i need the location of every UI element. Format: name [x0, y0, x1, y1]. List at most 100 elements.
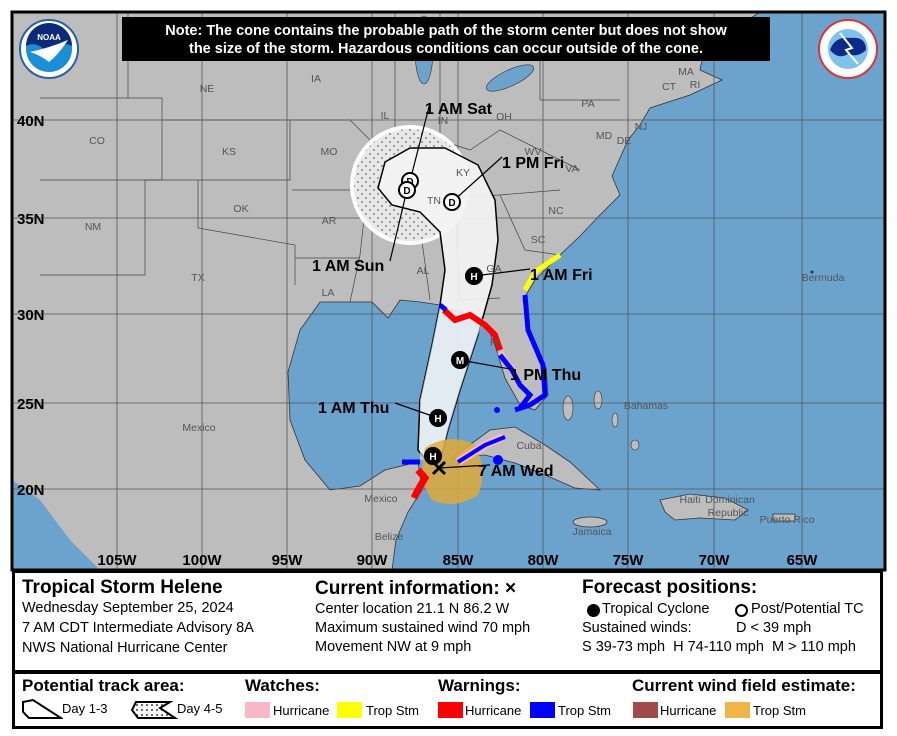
hispaniola [659, 493, 749, 521]
wind-field-title: Current wind field estimate: [632, 676, 856, 695]
place-label: Haiti [679, 494, 700, 506]
place-label: NE [200, 83, 215, 95]
day13-label: Day 1-3 [62, 701, 108, 716]
wind-categories: S 39-73 mph H 74-110 mph M > 110 mph [582, 639, 856, 655]
forecast-point-marker [451, 351, 469, 369]
svg-text:NOAA: NOAA [37, 33, 61, 42]
place-label: Dominican [705, 494, 755, 506]
forecast-point-symbol: H [429, 452, 436, 463]
place-label: LA [322, 287, 335, 299]
forecast-point-marker [424, 447, 442, 465]
watches-title: Watches: [245, 676, 320, 695]
ts-warning-keys [494, 407, 500, 413]
place-label: RI [690, 79, 701, 91]
place-label: TN [427, 195, 441, 207]
baja-ocean [12, 480, 100, 570]
lon-label: 90W [357, 552, 389, 569]
place-label: Belize [375, 531, 404, 543]
lake-erie [485, 64, 535, 92]
noaa-logo: NOAA [19, 19, 79, 79]
place-label: SC [531, 234, 546, 246]
forecast-time-label: 7 AM Wed [478, 463, 554, 480]
forecast-point-symbol: M [456, 356, 464, 367]
lon-label: 100W [182, 552, 222, 569]
hurricane-wind-swatch [633, 702, 658, 718]
place-label: GA [486, 263, 501, 275]
movement: Movement NW at 9 mph [315, 639, 472, 655]
place-label: IN [438, 115, 449, 127]
place-label: KY [456, 167, 470, 179]
note-line-2: the size of the storm. Hazardous conditi… [189, 41, 703, 57]
hurricane-wind-label: Hurricane [660, 703, 717, 718]
place-label: CT [662, 81, 677, 93]
forecast-track: 7 AM Wed H H 1 AM Thu M 1 PM Thu H 1 AM Fri D 1 P… [312, 101, 593, 480]
current-info-title: Current information: × [315, 578, 517, 599]
ts-wind-swatch [725, 702, 750, 718]
forecast-point-marker [398, 181, 416, 199]
sustained-winds-label: Sustained winds: [582, 620, 692, 636]
max-wind: Maximum sustained wind 70 mph [315, 620, 531, 636]
place-label: Mexico [182, 422, 215, 434]
hurricane-warning-florida [441, 307, 503, 351]
ts-watch-georgia [522, 252, 562, 292]
forecast-time-label: 1 AM Sun [312, 258, 384, 275]
place-label: VA [565, 163, 578, 175]
place-label: Jamaica [572, 526, 611, 538]
ts-warning-swatch [530, 702, 555, 718]
place-label: Republic [708, 507, 749, 519]
hurricane-watch-swatch [245, 702, 270, 718]
tropical-cyclone-symbol [587, 604, 600, 617]
axis-labels: 105W 100W 95W 90W 85W 80W 75W 70W 65W 40N 35N 30N 25… [17, 113, 818, 569]
lon-label: 85W [443, 552, 475, 569]
place-label: AL [417, 265, 430, 277]
day13-cone-icon [22, 698, 63, 719]
place-label: Bermuda [802, 272, 845, 284]
place-label: Mexico [364, 493, 397, 505]
note-box [122, 17, 770, 61]
ts-warning-isla-juventud [493, 455, 503, 465]
lat-label: 20N [17, 482, 45, 499]
place-label: IA [311, 73, 321, 85]
lat-label: 30N [17, 307, 45, 324]
ts-warning-cuba [456, 435, 506, 464]
center-location: Center location 21.1 N 86.2 W [315, 601, 510, 617]
place-label: Cuba [516, 440, 541, 452]
tropical-cyclone-label: Tropical Cyclone [602, 601, 710, 617]
ts-wind-label: Trop Stm [753, 703, 806, 718]
forecast-point-symbol: H [434, 414, 441, 425]
puerto-rico [772, 513, 796, 522]
forecast-time-label: 1 PM Fri [502, 155, 564, 172]
forecast-point-marker [465, 267, 483, 285]
place-label: TX [191, 272, 204, 284]
place-label: Puerto Rico [760, 514, 815, 526]
lat-label: 25N [17, 396, 45, 413]
forecast-positions-title: Forecast positions: [582, 577, 758, 598]
legend-panel: Potential track area: Day 1-3 Day 4-5 Wa… [12, 671, 883, 729]
place-label: MO [321, 146, 338, 158]
lon-label: 95W [272, 552, 304, 569]
track-area-title: Potential track area: [22, 676, 185, 695]
bermuda-dot [810, 270, 814, 274]
lat-label: 35N [17, 211, 45, 228]
place-label: FL [490, 337, 502, 349]
place-label: WV [525, 146, 542, 158]
place-label: IL [381, 110, 390, 122]
day45-label: Day 4-5 [177, 701, 223, 716]
lat-label: 40N [17, 113, 45, 130]
lon-label: 70W [699, 552, 731, 569]
place-label: CO [89, 135, 105, 147]
place-label: PA [581, 98, 594, 110]
place-label: KS [222, 146, 236, 158]
place-label: NJ [635, 121, 648, 133]
day45-cone-icon [130, 701, 178, 719]
forecast-time-label: 1 AM Sat [425, 101, 493, 118]
bahamas [562, 390, 640, 451]
place-label: AR [322, 215, 337, 227]
place-label: MD [596, 130, 613, 142]
storm-name: Tropical Storm Helene [22, 577, 223, 598]
warnings-title: Warnings: [438, 676, 521, 695]
issuing-center: NWS National Hurricane Center [22, 640, 228, 656]
ts-watch-label: Trop Stm [366, 703, 419, 718]
